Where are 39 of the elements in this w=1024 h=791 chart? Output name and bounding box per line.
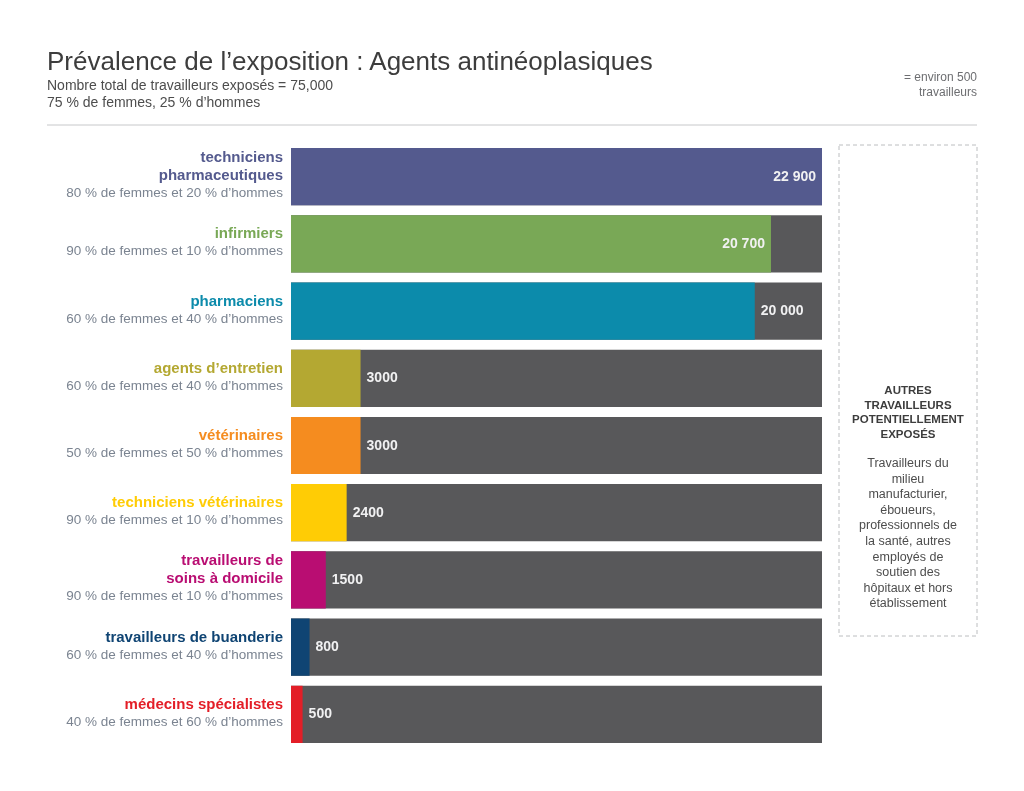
text: 60 % de femmes et 40 % d’hommes [66, 646, 284, 662]
text: Travailleurs du milieu manufacturier, éboueurs, professionnels de la santé, autres employés de soutien des hôpitaux et hors établissement [859, 456, 957, 611]
y-tick-label: pharmaciens [190, 291, 283, 309]
text: 50 % de femmes et 50 % d’hommes [66, 445, 284, 460]
bar [291, 416, 361, 475]
bar [291, 349, 361, 407]
text: 60 % de femmes et 40 % d’hommes [66, 310, 284, 326]
bar [291, 618, 310, 676]
data-label: 20 700 [722, 234, 766, 251]
y-tick-label: techniciens vétérinaires [112, 493, 283, 511]
y-tick-label: vétérinaires [198, 426, 283, 443]
y-tick-label: travailleurs de buanderie [105, 627, 283, 645]
text: 90 % de femmes et 10 % d’hommes [66, 588, 284, 604]
bar [291, 484, 347, 542]
data-label: 20 000 [760, 302, 804, 319]
y-tick-label: agents d’entretien [153, 358, 283, 376]
text: AUTRES TRAVAILLEURS POTENTIELLEMENT EXPOSÉS [852, 384, 964, 440]
y-tick-label: travailleurs de soins à domicile [166, 551, 283, 587]
data-label: 1500 [331, 570, 364, 587]
data-label: 22 900 [773, 167, 817, 184]
text: 75 % de femmes, 25 % d’hommes [47, 94, 261, 110]
text: 60 % de femmes et 40 % d’hommes [66, 377, 284, 393]
y-tick-label: infirmiers [214, 224, 283, 242]
text: 80 % de femmes et 20 % d’hommes [66, 185, 284, 201]
bar [291, 685, 303, 743]
data-label: 3000 [366, 436, 398, 453]
y-tick-label: techniciens pharmaceutiques [158, 148, 283, 184]
text: 40 % de femmes et 60 % d’hommes [66, 713, 284, 729]
data-label: 3000 [366, 369, 398, 386]
data-label: 800 [315, 638, 340, 655]
y-tick-label: médecins spécialistes [124, 694, 283, 712]
text: = environ 500 travailleurs [903, 70, 978, 99]
bar [291, 551, 326, 609]
chart-title: Prévalence de l’exposition : Agents antinéoplasiques [47, 46, 653, 76]
data-label: 500 [308, 705, 333, 722]
chart-subtitle: Nombre total de travailleurs exposés = 75,000 [47, 77, 334, 93]
data-label: 2400 [352, 503, 385, 520]
text: 90 % de femmes et 10 % d’hommes [66, 512, 284, 528]
text: 90 % de femmes et 10 % d’hommes [66, 243, 284, 259]
